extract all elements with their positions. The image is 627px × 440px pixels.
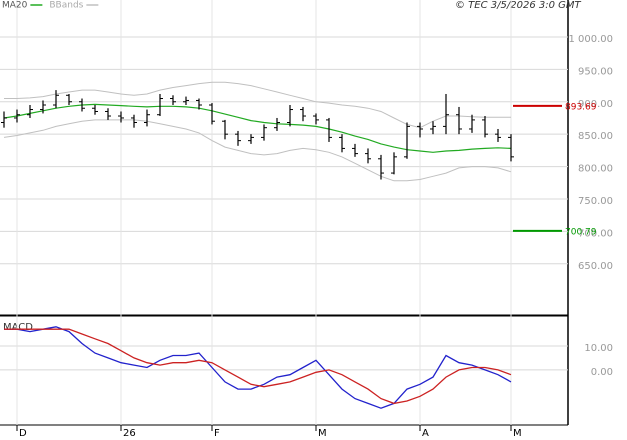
y-tick-label: 950.00: [578, 66, 613, 77]
y-tick-label: 1 000.00: [568, 34, 613, 45]
macd-line: [4, 326, 512, 409]
legend-label: BBands: [49, 1, 83, 11]
y-tick-label: 750.00: [578, 196, 613, 207]
y-tick-label: 850.00: [578, 131, 613, 142]
ma-line: [3, 103, 512, 153]
x-tick-label: F: [214, 428, 220, 439]
x-tick-label: D: [19, 428, 27, 439]
band-lower: [3, 119, 512, 182]
x-tick-label: 26: [123, 428, 136, 439]
band-upper: [4, 81, 511, 129]
y-tick-label: 10.00: [584, 343, 613, 354]
level-label: 893.69: [565, 102, 597, 112]
level-label: 700.79: [565, 227, 597, 237]
legend-label: MA20: [2, 1, 28, 11]
source: © TEC 3/5/2026 3:0 GMT: [455, 0, 582, 11]
macd-title: MACD: [3, 322, 33, 333]
y-tick-label: 0.00: [591, 367, 613, 378]
y-tick-label: 700.00: [578, 228, 613, 239]
x-tick-label: M: [318, 428, 327, 439]
macd-line: [4, 328, 512, 405]
y-tick-label: 800.00: [578, 164, 613, 175]
x-tick-label: A: [422, 428, 429, 439]
x-tick-label: M: [513, 428, 522, 439]
y-tick-label: 650.00: [578, 261, 613, 272]
y-tick-label: 900.00: [578, 99, 613, 110]
